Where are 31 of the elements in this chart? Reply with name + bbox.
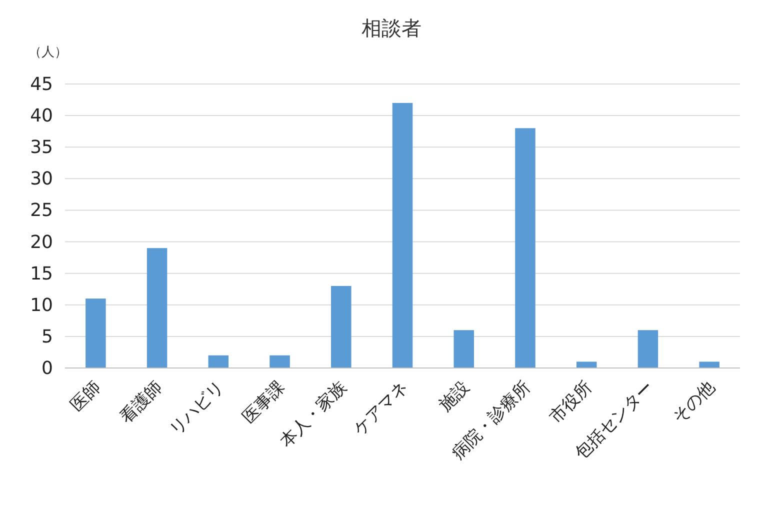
y-tick-label: 20 [30,232,53,253]
bar [392,102,413,368]
y-tick-label: 45 [30,74,53,95]
bar [86,298,106,368]
y-tick-label: 10 [30,294,53,316]
bar [515,128,536,368]
bar [699,362,720,368]
bar [146,248,168,368]
bar [638,330,658,368]
y-axis-title: （人） [28,45,68,60]
y-tick-label: 0 [42,358,53,379]
bar [208,355,229,368]
bar [270,355,290,368]
y-tick-label: 40 [30,106,53,127]
chart-title: 相談者 [362,16,422,40]
x-tick-label: 看護師 [116,377,167,428]
x-tick-label: ケアマネ [350,377,412,440]
y-tick-label: 15 [30,263,53,284]
y-tick-label: 35 [30,137,53,158]
bar [576,362,597,368]
bar [454,330,474,368]
x-tick-label: リハビリ [166,377,228,440]
y-tick-label: 5 [42,326,53,348]
x-tick-label: 市役所 [546,377,596,428]
bar [331,286,352,368]
y-tick-label: 25 [30,200,53,222]
x-tick-label: 施設 [435,377,474,416]
x-tick-label: その他 [668,377,719,428]
y-tick-label: 30 [30,168,53,190]
x-tick-label: 医事課 [239,377,290,428]
x-tick-label: 医師 [67,377,106,416]
